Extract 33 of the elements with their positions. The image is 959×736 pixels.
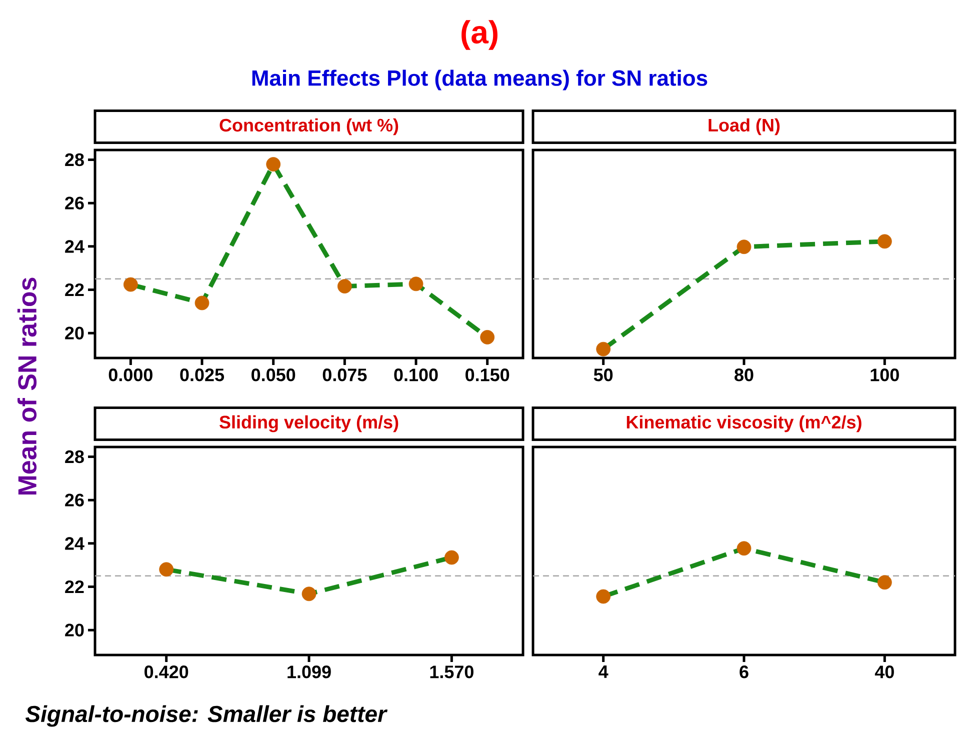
y-tick-label: 26 [65, 494, 84, 506]
x-tick-label: 0.420 [144, 666, 188, 678]
y-tick-label: 28 [65, 450, 84, 464]
x-tick-label: 0.100 [394, 368, 438, 382]
x-tick-label: 1.099 [288, 666, 331, 678]
x-tick-label: 0.050 [252, 368, 296, 382]
y-axis-title: Mean of SN ratios [17, 278, 37, 495]
y-tick-label: 20 [65, 624, 84, 636]
chart-title: Concentration (wt %) [220, 118, 398, 136]
chart-title: Sliding velocity (m/s) [220, 415, 398, 432]
text: (a) [462, 20, 498, 50]
x-tick-label: 50 [594, 368, 613, 382]
x-tick-label: 80 [734, 368, 754, 382]
chart-title: Load (N) [708, 118, 780, 136]
x-tick-label: 6 [740, 666, 748, 678]
y-tick-label: 28 [65, 153, 84, 166]
x-tick-label: 4 [598, 666, 608, 678]
text: Main Effects Plot (data means) for SN ratios [252, 70, 708, 90]
x-tick-label: 40 [874, 666, 894, 678]
y-tick-label: 24 [65, 537, 84, 550]
y-tick-label: 22 [65, 283, 84, 296]
x-tick-label: 0.150 [466, 368, 510, 382]
x-tick-label: 100 [870, 368, 899, 382]
x-tick-label: 0.075 [322, 368, 367, 382]
x-tick-label: 0.000 [108, 368, 152, 382]
text: Signal-to-noise: Smaller is better [25, 705, 388, 727]
y-tick-label: 24 [65, 240, 84, 253]
y-tick-label: 20 [65, 326, 84, 340]
y-tick-label: 26 [65, 196, 84, 210]
x-tick-label: 1.570 [430, 666, 474, 678]
chart-title: Kinematic viscosity (m^2/s) [626, 415, 862, 432]
y-tick-label: 22 [65, 580, 84, 594]
x-tick-label: 0.025 [180, 368, 224, 382]
